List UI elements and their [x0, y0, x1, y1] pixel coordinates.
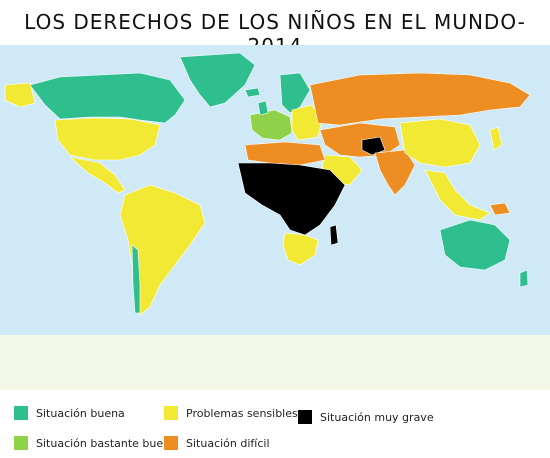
legend-label-buena: Situación buena [36, 406, 125, 420]
legend-label-bastante-buena: Situación bastante buena [36, 436, 177, 450]
australia [439, 219, 511, 271]
legend-swatch-bastante-buena [14, 436, 28, 450]
legend-item-dificil: Situación difícil [164, 436, 270, 450]
papua [489, 202, 511, 216]
mexico [68, 156, 126, 194]
usa [54, 117, 161, 161]
japan [489, 126, 503, 151]
se-asia [424, 169, 491, 221]
russia [309, 72, 531, 126]
legend-swatch-muy-grave [298, 410, 312, 424]
world-map-svg [0, 45, 550, 390]
legend: Situación buena Problemas sensibles Situ… [0, 392, 550, 458]
eastern-europe [291, 104, 323, 141]
scandinavia [279, 72, 311, 114]
antarctica [0, 335, 550, 390]
north-africa [244, 141, 326, 166]
legend-swatch-dificil [164, 436, 178, 450]
china [399, 118, 481, 168]
alaska [4, 82, 36, 108]
world-map [0, 45, 550, 390]
iceland [244, 87, 261, 98]
legend-item-sensibles: Problemas sensibles [164, 406, 298, 420]
legend-item-buena: Situación buena [14, 406, 125, 420]
greenland [179, 52, 256, 108]
chile [131, 244, 141, 314]
legend-swatch-sensibles [164, 406, 178, 420]
madagascar [329, 224, 339, 246]
legend-label-sensibles: Problemas sensibles [186, 406, 298, 420]
south-america [119, 184, 206, 316]
southern-africa [282, 232, 319, 266]
western-europe [249, 109, 293, 141]
uk [257, 100, 269, 116]
central-africa [237, 162, 346, 236]
canada [29, 72, 186, 124]
legend-swatch-buena [14, 406, 28, 420]
legend-item-muy-grave: Situación muy grave [298, 410, 434, 424]
legend-label-muy-grave: Situación muy grave [320, 410, 434, 424]
legend-label-dificil: Situación difícil [186, 436, 270, 450]
new-zealand [519, 269, 529, 288]
legend-item-bastante-buena: Situación bastante buena [14, 436, 177, 450]
